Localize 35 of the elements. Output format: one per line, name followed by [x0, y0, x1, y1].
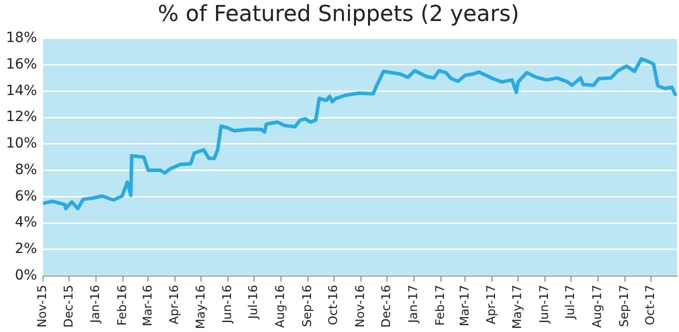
y-tick-label: 14% [6, 82, 38, 99]
x-tick-label: Jul-16 [246, 284, 260, 320]
x-tick-label: Dec-15 [61, 284, 76, 328]
x-tick-label: Feb-17 [432, 284, 447, 326]
x-tick-label: Nov-15 [35, 284, 50, 328]
x-tick-label: Jun-16 [220, 284, 234, 324]
x-tick-label: Jun-17 [537, 284, 552, 324]
x-tick-label: May-16 [193, 284, 208, 330]
y-tick-label: 10% [6, 136, 38, 152]
chart-title: % of Featured Snippets (2 years) [158, 2, 520, 27]
y-tick-label: 8% [14, 162, 38, 178]
x-tick-label: Nov-16 [353, 284, 368, 328]
x-tick-label: Aug-17 [590, 284, 604, 328]
x-tick-label: Apr-16 [167, 284, 182, 324]
x-tick-label: Dec-16 [379, 284, 394, 328]
x-tick-label: Aug-16 [273, 284, 288, 328]
y-tick-label: 4% [14, 214, 38, 231]
y-tick-label: 16% [6, 56, 38, 72]
x-tick-label: Sep-17 [617, 284, 632, 328]
y-tick-label: 6% [14, 188, 38, 204]
x-tick-label: Mar-17 [457, 284, 472, 326]
x-tick-label: Jul-17 [563, 284, 578, 320]
y-tick-label: 0% [14, 267, 38, 284]
x-tick-label: Sep-16 [300, 284, 314, 328]
y-tick-label: 12% [6, 109, 38, 126]
x-tick-label: Oct-16 [326, 284, 340, 326]
y-tick-label: 18% [6, 30, 38, 46]
x-tick-label: Feb-16 [115, 284, 130, 326]
x-tick-label: Oct-17 [643, 284, 658, 326]
x-tick-label: Jan-17 [406, 284, 420, 324]
y-tick-label: 2% [14, 241, 38, 258]
x-tick-label: Apr-17 [484, 284, 498, 324]
x-tick-label: Mar-16 [140, 284, 154, 326]
x-tick-label: May-17 [510, 284, 524, 330]
x-tick-label: Jan-16 [88, 284, 102, 324]
